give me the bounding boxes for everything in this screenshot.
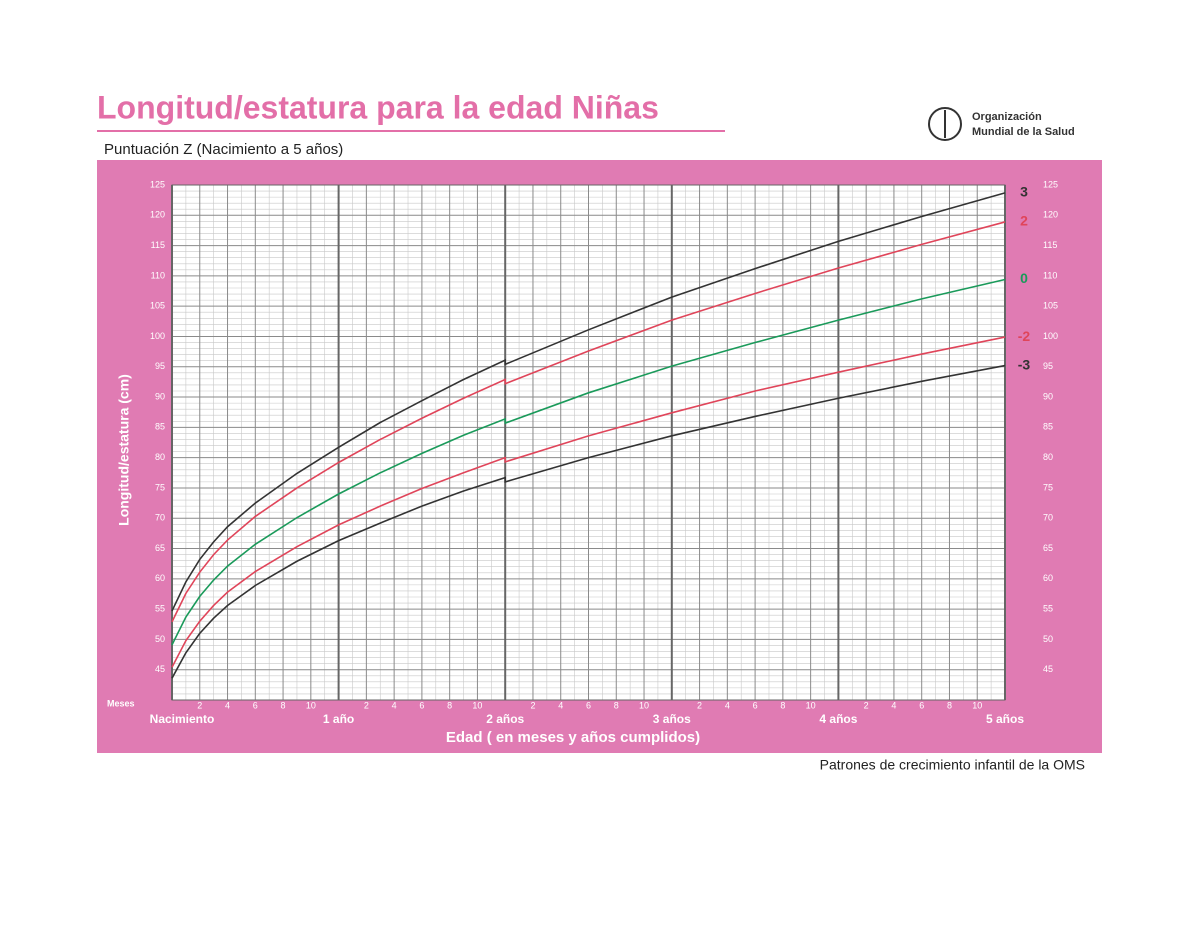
y-tick-label: 100 (150, 331, 165, 341)
y-tick-label: 85 (155, 422, 165, 432)
y-tick-label: 100 (1043, 331, 1058, 341)
x-tick-label: 2 (197, 700, 202, 710)
y-tick-label: 105 (150, 301, 165, 311)
x-tick-label: 2 (697, 700, 702, 710)
y-axis-label: Longitud/estatura (cm) (116, 374, 132, 526)
y-tick-label: 125 (1043, 179, 1058, 189)
y-tick-label: 65 (1043, 543, 1053, 553)
x-tick-label: 10 (472, 700, 482, 710)
y-tick-label: 90 (1043, 391, 1053, 401)
x-tick-label: 10 (806, 700, 816, 710)
y-tick-label: 115 (151, 240, 165, 250)
x-tick-label: 5 años (986, 712, 1024, 726)
x-tick-label: 6 (253, 700, 258, 710)
x-tick-label: 6 (419, 700, 424, 710)
x-tick-label: 4 años (819, 712, 857, 726)
y-tick-label: 125 (150, 179, 165, 189)
x-tick-label: 8 (614, 700, 619, 710)
chart-title: Longitud/estatura para la edad Niñas (97, 89, 659, 125)
plot-frame (171, 184, 1006, 701)
x-tick-label: 8 (947, 700, 952, 710)
series-line (171, 336, 1006, 668)
series-line (171, 364, 1006, 679)
series-line (171, 278, 1006, 646)
legend-label: 3 (1020, 184, 1028, 200)
logo: Organización Mundial de la Salud (928, 107, 1075, 141)
y-tick-label: 105 (1043, 301, 1058, 311)
y-tick-label: 55 (155, 603, 165, 613)
x-tick-label: 2 (364, 700, 369, 710)
x-tick-label: 10 (639, 700, 649, 710)
y-tick-label: 60 (155, 573, 165, 583)
y-tick-label: 65 (155, 543, 165, 553)
x-axis-label: Edad ( en meses y años cumplidos) (446, 729, 700, 746)
chart-subtitle: Puntuación Z (Nacimiento a 5 años) (104, 141, 343, 158)
series-line (171, 221, 1006, 623)
logo-emblem (928, 107, 962, 141)
x-tick-label: 2 (864, 700, 869, 710)
y-tick-label: 80 (155, 452, 165, 462)
y-tick-label: 70 (155, 513, 165, 523)
y-tick-label: 85 (1043, 422, 1053, 432)
y-tick-label: 50 (1043, 634, 1053, 644)
legend-label: -3 (1018, 356, 1031, 372)
y-tick-label: 75 (155, 482, 165, 492)
x-unit-label: Meses (107, 698, 135, 708)
y-tick-label: 110 (151, 270, 165, 280)
x-tick-label: 2 (530, 700, 535, 710)
x-tick-label: 6 (753, 700, 758, 710)
y-tick-label: 55 (1043, 603, 1053, 613)
y-tick-label: 120 (1043, 210, 1058, 220)
x-tick-label: 10 (306, 700, 316, 710)
y-tick-label: 115 (1043, 240, 1057, 250)
y-tick-label: 95 (1043, 361, 1053, 371)
organization-name: Organización (972, 111, 1042, 123)
legend-label: -2 (1018, 328, 1031, 344)
y-tick-label: 75 (1043, 482, 1053, 492)
y-tick-label: 70 (1043, 513, 1053, 523)
x-tick-label: 8 (780, 700, 785, 710)
x-tick-label: 8 (281, 700, 286, 710)
y-tick-label: 60 (1043, 573, 1053, 583)
x-tick-label: 4 (891, 700, 896, 710)
grid (171, 184, 1006, 701)
x-tick-label: 1 año (323, 712, 354, 726)
legend-label: 0 (1020, 270, 1028, 286)
y-tick-label: 45 (1043, 664, 1053, 674)
x-tick-label: 6 (586, 700, 591, 710)
lines (171, 192, 1006, 679)
y-tick-label: 80 (1043, 452, 1053, 462)
y-tick-label: 90 (155, 391, 165, 401)
x-tick-label: 4 (725, 700, 730, 710)
x-tick-label: 4 (392, 700, 397, 710)
x-tick-label: 4 (225, 700, 230, 710)
legend-label: 2 (1020, 213, 1028, 229)
organization-name: Mundial de la Salud (972, 126, 1075, 138)
x-tick-label: 6 (919, 700, 924, 710)
x-tick-label: 8 (447, 700, 452, 710)
series-line (171, 192, 1006, 612)
y-tick-label: 120 (150, 210, 165, 220)
x-tick-label: 4 (558, 700, 563, 710)
y-tick-label: 110 (1043, 270, 1057, 280)
x-tick-label: 3 años (653, 712, 691, 726)
y-tick-label: 95 (155, 361, 165, 371)
y-tick-label: 50 (155, 634, 165, 644)
x-tick-label: Nacimiento (150, 712, 215, 726)
x-tick-label: 2 años (486, 712, 524, 726)
source-note: Patrones de crecimiento infantil de la O… (820, 757, 1085, 773)
y-tick-label: 45 (155, 664, 165, 674)
x-tick-label: 10 (972, 700, 982, 710)
